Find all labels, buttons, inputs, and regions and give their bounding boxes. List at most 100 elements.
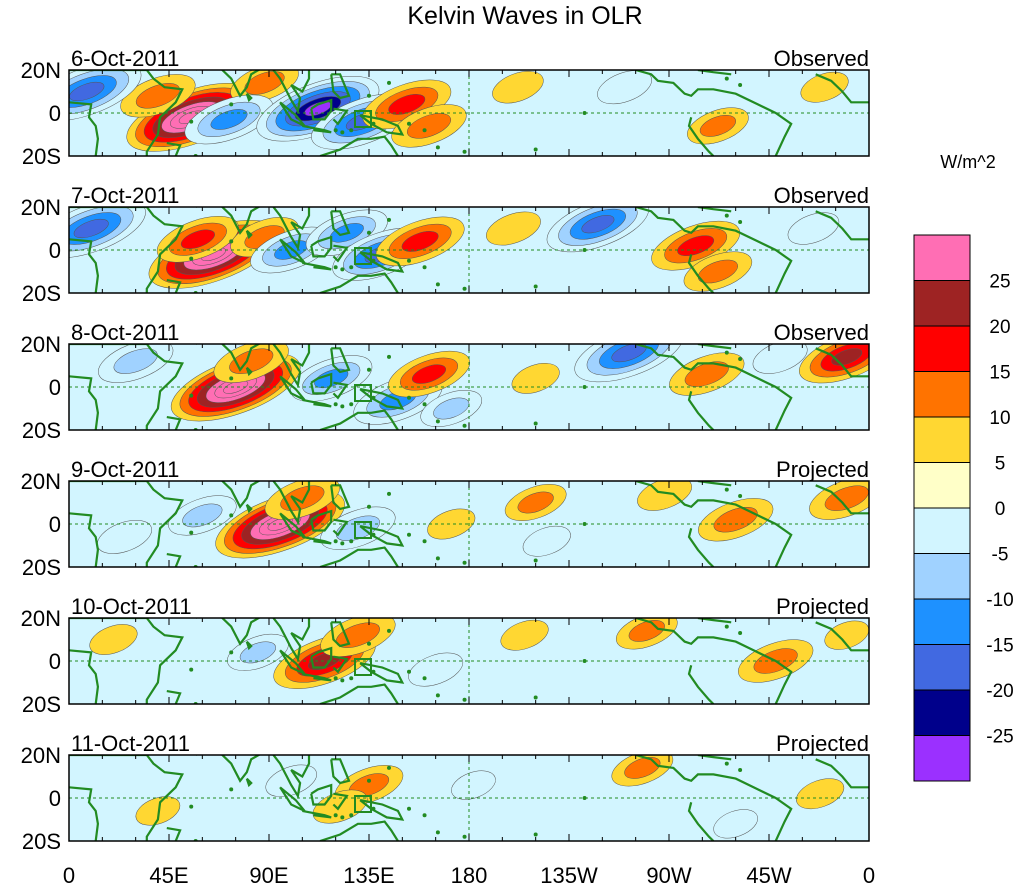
contour-level [486,211,541,246]
anomaly-feature [388,350,470,398]
island [189,530,194,535]
coastline [319,272,399,293]
coastline [272,207,311,251]
coastline [635,344,793,430]
colorbar-label: 10 [989,408,1010,429]
coastline [245,366,253,377]
coastline [69,375,100,430]
anomaly-feature [486,211,541,246]
coastline [195,618,261,646]
island [533,695,538,700]
coastline [272,755,311,799]
island [462,286,467,291]
island [367,367,371,372]
island [435,282,440,287]
island [533,558,538,563]
coastline [166,827,182,841]
contour-level [787,212,840,245]
island [422,539,427,544]
island [340,130,345,135]
island [229,650,234,655]
y-tick-label: 0 [49,375,61,400]
island [724,761,729,766]
island [349,128,354,133]
colorbar-label: -20 [986,681,1013,702]
island [189,667,194,672]
island [367,93,371,98]
panel-date: 10-Oct-2011 [71,594,192,619]
coastline [69,786,100,841]
coastline [687,665,715,704]
contour-level [752,344,808,374]
coastline [272,344,311,388]
y-tick-label: 20S [22,692,61,717]
island [340,404,345,409]
island [371,258,376,263]
colorbar-label: -25 [986,727,1013,748]
island [422,676,427,681]
y-tick-label: 0 [49,101,61,126]
colorbar-swatch [913,234,971,281]
colorbar-swatch [913,416,971,463]
contour-level [697,259,738,284]
x-axis: 0 45E 90E 135E 180 135W 90W 45W 0 [63,863,875,887]
colorbar-label: 15 [989,363,1010,384]
anomaly-feature [504,484,567,521]
contour-level [89,624,138,655]
panel-date: 8-Oct-2011 [71,320,179,345]
island [229,376,234,381]
island [367,504,371,509]
coastline [815,73,869,104]
coastline [245,92,253,103]
contour-level [135,796,181,826]
coastline [310,235,333,258]
contour-level [73,218,109,239]
anomaly-feature [597,70,652,105]
colorbar-swatch [913,507,971,554]
island [435,556,440,561]
y-tick-label: 20S [22,829,61,854]
y-tick-label: 20N [21,469,61,494]
x-tick-label: 135W [540,863,598,887]
coastlines [69,618,869,704]
y-tick-label: 20N [21,58,61,83]
y-tick-label: 0 [49,238,61,263]
anomaly-feature [230,70,299,103]
island [422,265,427,270]
coastline [319,820,399,841]
coastline [302,124,332,134]
coastline [330,210,351,237]
colorbar-swatch [913,280,971,327]
coastline [332,244,349,263]
colorbar-label: -10 [986,590,1013,611]
island [533,147,538,152]
coastline [815,621,869,652]
coastline [302,535,332,545]
coastline [195,207,261,235]
anomaly-feature [98,344,174,383]
island [582,385,587,389]
panel-date: 9-Oct-2011 [71,457,179,482]
anomaly-feature [427,508,476,540]
anomaly-feature [574,344,684,383]
colorbar-swatch [913,735,971,782]
coastline [245,503,253,514]
island [367,230,371,235]
x-tick-label: 90E [249,863,288,887]
contour-level [427,508,476,540]
anomaly-feature [264,481,340,520]
anomaly-feature [713,809,758,839]
coastline [302,672,332,682]
region-box [354,521,372,539]
coastline [687,254,715,293]
x-tick-label: 90W [646,863,691,887]
colorbar-swatch [913,325,971,372]
anomaly-feature [135,796,181,826]
island [333,676,338,681]
colorbar-label: 25 [989,272,1010,293]
region-box [354,795,372,813]
panel-date: 7-Oct-2011 [71,183,179,208]
island [724,76,729,81]
island [582,111,587,115]
island [387,765,391,770]
